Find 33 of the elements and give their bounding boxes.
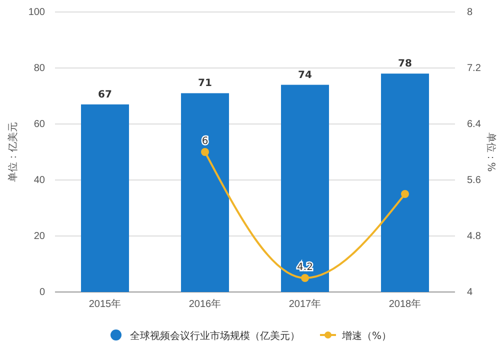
bar: [181, 93, 229, 292]
x-tick-label: 2015年: [88, 298, 122, 310]
data-label: 78: [398, 58, 412, 70]
bar: [281, 84, 329, 292]
point: [201, 148, 209, 156]
y2-axis-title: 单位：%: [485, 132, 497, 172]
data-label: 74: [298, 70, 312, 81]
y-tick-label: 40: [34, 175, 46, 186]
bar: [81, 104, 129, 292]
y2-tick-label: 7.2: [467, 63, 482, 74]
y2-tick-label: 5.6: [467, 175, 482, 186]
y2-tick-label: 6.4: [467, 119, 482, 130]
y-tick-label: 20: [34, 231, 46, 242]
data-label: 71: [198, 78, 212, 90]
legend-label: 增速（%）: [341, 330, 392, 342]
y-axis-title: 单位：亿美元: [7, 122, 19, 182]
y-tick-label: 60: [34, 119, 46, 130]
y2-tick-label: 4: [467, 287, 473, 298]
legend-label: 全球视频会议行业市场规模（亿美元）: [130, 330, 300, 342]
x-tick-label: 2017年: [288, 298, 322, 310]
y2-tick-label: 4.8: [467, 231, 482, 242]
y-tick-label: 80: [34, 63, 46, 74]
y-tick-label: 100: [28, 7, 46, 18]
point: [401, 190, 409, 198]
data-label: 6: [202, 136, 208, 147]
point: [301, 274, 309, 282]
x-tick-label: 2016年: [188, 298, 222, 310]
bar: [381, 74, 429, 292]
y-tick-label: 0: [39, 287, 46, 298]
y2-tick-label: 8: [467, 7, 473, 18]
data-label: 67: [98, 89, 112, 100]
data-label: 4.2: [297, 262, 313, 273]
x-tick-label: 2018年: [388, 298, 422, 310]
